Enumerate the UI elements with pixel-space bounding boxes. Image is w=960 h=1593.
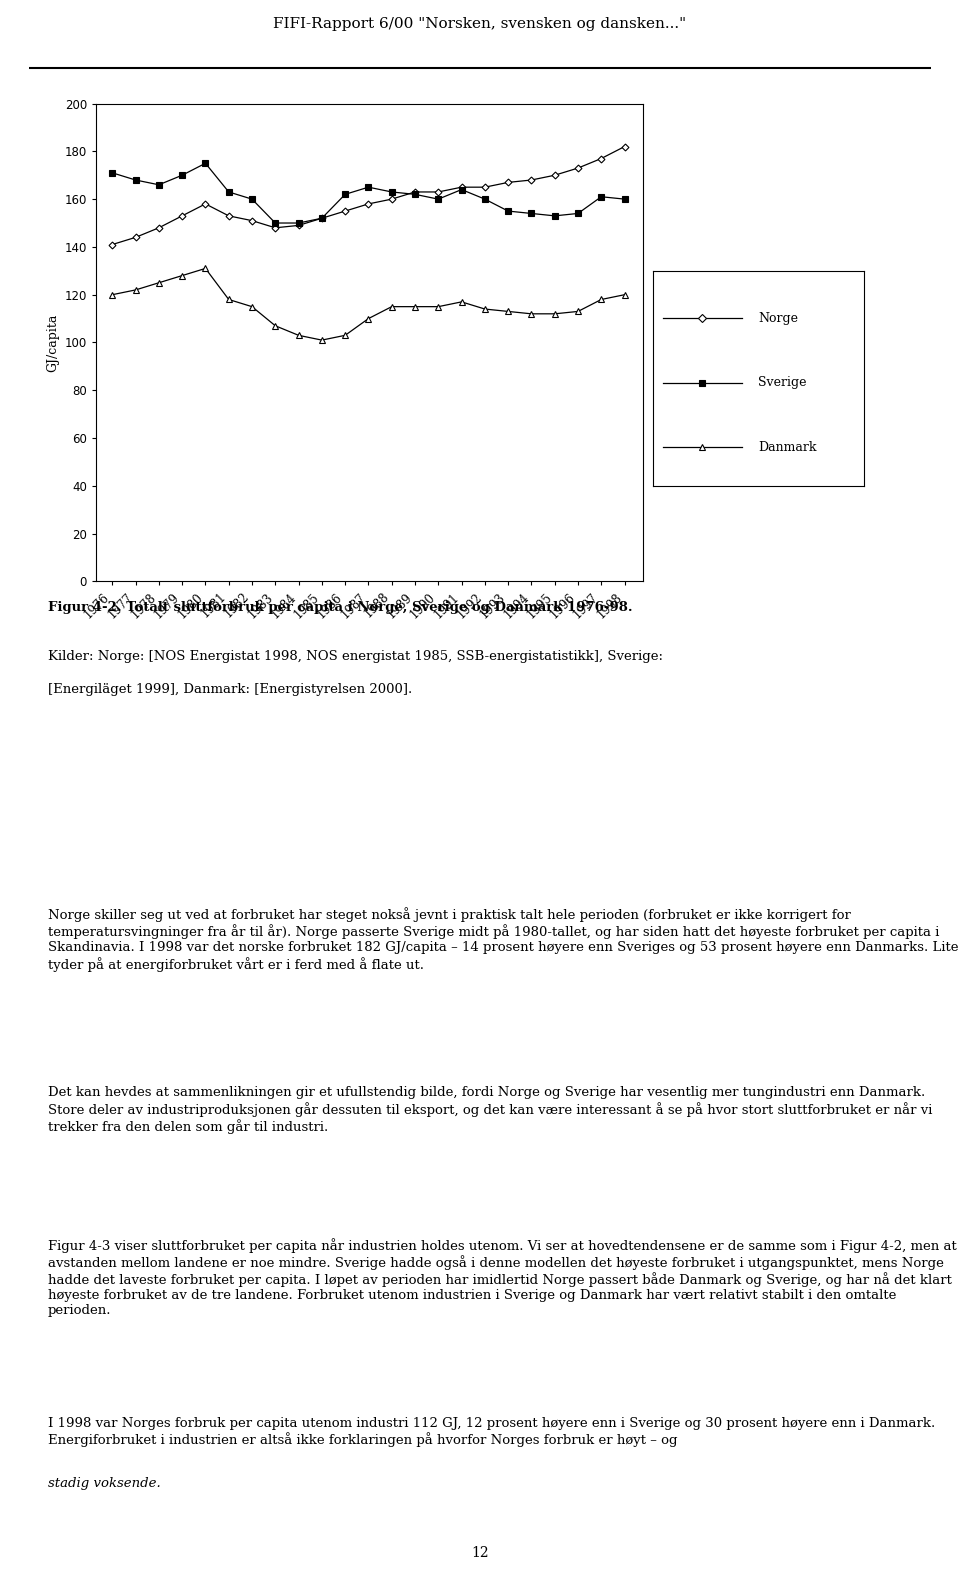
Text: Danmark: Danmark xyxy=(758,441,817,454)
Text: Det kan hevdes at sammenlikningen gir et ufullstendig bilde, fordi Norge og Sver: Det kan hevdes at sammenlikningen gir et… xyxy=(48,1086,932,1134)
Text: Norge skiller seg ut ved at forbruket har steget nokså jevnt i praktisk talt hel: Norge skiller seg ut ved at forbruket ha… xyxy=(48,906,958,972)
Text: Figur 4-2. Totalt sluttforbruk per capita i Norge, Sverige og Danmark 1976-98.: Figur 4-2. Totalt sluttforbruk per capit… xyxy=(48,601,633,613)
Text: Sverige: Sverige xyxy=(758,376,807,389)
Text: Figur 4-3 viser sluttforbruket per capita når industrien holdes utenom. Vi ser a: Figur 4-3 viser sluttforbruket per capit… xyxy=(48,1238,957,1317)
Text: FIFI-Rapport 6/00 "Norsken, svensken og dansken...": FIFI-Rapport 6/00 "Norsken, svensken og … xyxy=(274,18,686,32)
Text: stadig voksende.: stadig voksende. xyxy=(48,1477,160,1489)
Text: I 1998 var Norges forbruk per capita utenom industri 112 GJ, 12 prosent høyere e: I 1998 var Norges forbruk per capita ute… xyxy=(48,1418,935,1446)
Text: Kilder: Norge: [NOS Energistat 1998, NOS energistat 1985, SSB-energistatistikk],: Kilder: Norge: [NOS Energistat 1998, NOS… xyxy=(48,650,663,663)
Y-axis label: GJ/capita: GJ/capita xyxy=(46,314,60,371)
Text: [Energiläget 1999], Danmark: [Energistyrelsen 2000].: [Energiläget 1999], Danmark: [Energistyr… xyxy=(48,683,412,696)
Text: Norge: Norge xyxy=(758,312,799,325)
Text: 12: 12 xyxy=(471,1547,489,1560)
